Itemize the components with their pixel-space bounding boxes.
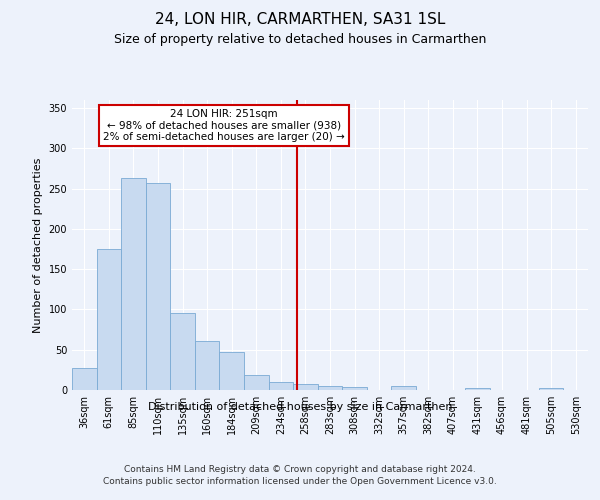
Y-axis label: Number of detached properties: Number of detached properties <box>33 158 43 332</box>
Bar <box>97 249 121 390</box>
Text: Contains HM Land Registry data © Crown copyright and database right 2024.: Contains HM Land Registry data © Crown c… <box>124 465 476 474</box>
Bar <box>121 178 146 390</box>
Bar <box>465 388 490 390</box>
Text: Size of property relative to detached houses in Carmarthen: Size of property relative to detached ho… <box>114 32 486 46</box>
Text: Distribution of detached houses by size in Carmarthen: Distribution of detached houses by size … <box>148 402 452 412</box>
Text: Contains public sector information licensed under the Open Government Licence v3: Contains public sector information licen… <box>103 478 497 486</box>
Bar <box>244 374 269 390</box>
Bar <box>342 387 367 390</box>
Bar <box>170 314 195 390</box>
Bar <box>146 183 170 390</box>
Text: 24 LON HIR: 251sqm
← 98% of detached houses are smaller (938)
2% of semi-detache: 24 LON HIR: 251sqm ← 98% of detached hou… <box>103 108 345 142</box>
Bar <box>220 352 244 390</box>
Bar <box>72 368 97 390</box>
Bar <box>269 382 293 390</box>
Bar <box>293 384 318 390</box>
Bar <box>539 388 563 390</box>
Text: 24, LON HIR, CARMARTHEN, SA31 1SL: 24, LON HIR, CARMARTHEN, SA31 1SL <box>155 12 445 28</box>
Bar <box>195 341 220 390</box>
Bar <box>391 386 416 390</box>
Bar <box>318 386 342 390</box>
